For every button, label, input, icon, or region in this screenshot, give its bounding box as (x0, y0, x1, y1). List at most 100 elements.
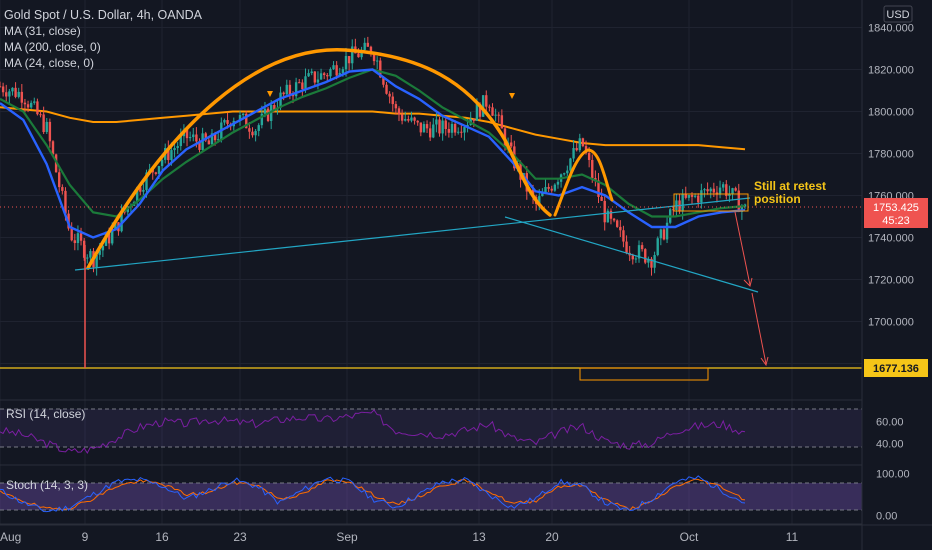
candle-body (139, 187, 142, 192)
candle-body (366, 42, 370, 47)
time-axis-ticks[interactable]: Aug 9 16 23 Sep 13 20 Oct 11 (0, 530, 799, 544)
candle-body (538, 196, 541, 204)
candle-body (73, 240, 77, 244)
candle-body (142, 189, 145, 192)
candle-body (637, 245, 641, 259)
marker-triangle-icon (267, 91, 273, 97)
candle-body (101, 245, 105, 251)
candle-body (39, 114, 42, 116)
candle-body (703, 189, 706, 191)
small-arc (553, 148, 614, 217)
candle-body (369, 46, 373, 54)
candle-body (606, 210, 610, 223)
candle-body (154, 172, 158, 174)
candle-body (5, 92, 8, 97)
indicator-ma24[interactable]: MA (24, close, 0) (4, 56, 94, 70)
candle-body (51, 141, 55, 155)
candle-body (332, 65, 335, 70)
rsi-axis-ticks: 60.00 40.00 (876, 417, 904, 451)
candle-body (173, 148, 176, 151)
stoch-d-line (0, 478, 746, 512)
candle-body (291, 94, 295, 97)
indicator-ma31[interactable]: MA (31, close) (4, 24, 81, 38)
candle-body (23, 102, 27, 105)
candle-body (382, 77, 385, 85)
candle-body (341, 69, 345, 74)
rsi-tick-label: 40.00 (876, 438, 904, 450)
candle-body (391, 96, 394, 105)
candle-body (45, 121, 48, 133)
candle-body (410, 117, 413, 121)
candle-body (82, 240, 86, 258)
candle-body (665, 222, 669, 240)
candle-body (322, 73, 326, 76)
price-tick-label: 1780.000 (868, 149, 914, 161)
retest-box (673, 193, 749, 212)
candle-body (217, 139, 220, 141)
candle-body (257, 125, 260, 131)
candle-body (379, 60, 382, 78)
candle-body (615, 220, 619, 227)
candle-body (238, 115, 242, 122)
candle-body (79, 233, 83, 241)
currency-badge-label: USD (886, 9, 909, 21)
candle-body (612, 218, 616, 221)
candle-body (425, 124, 429, 129)
candle-body (329, 69, 332, 77)
stoch-band (0, 483, 862, 510)
candle-body (167, 148, 170, 161)
candle-body (422, 124, 426, 133)
candle-body (587, 153, 591, 160)
candle-body (11, 87, 14, 92)
candle-body (26, 104, 30, 108)
candle-body (681, 194, 684, 212)
candle-body (351, 46, 354, 64)
candle-body (447, 128, 451, 133)
candle-body (248, 128, 251, 132)
candle-body (550, 188, 553, 191)
candle-body (1, 86, 5, 93)
indicator-ma200[interactable]: MA (200, close, 0) (4, 40, 101, 54)
candle-body (662, 229, 666, 240)
current-price-value: 1753.425 (873, 202, 919, 214)
candle-body (42, 114, 45, 133)
candle-body (400, 114, 404, 121)
candle-body (463, 127, 466, 133)
price-axis-ticks: 1840.0001820.0001800.0001780.0001760.000… (868, 23, 914, 371)
price-axis[interactable] (862, 0, 932, 550)
candle-body (566, 170, 569, 174)
symbol-title[interactable]: Gold Spot / U.S. Dollar, 4h, OANDA (4, 8, 203, 22)
arrowhead-2-icon (760, 356, 769, 367)
candle-body (135, 187, 139, 203)
candle-body (375, 60, 379, 62)
trendline-lower (504, 216, 759, 293)
candle-body (397, 108, 401, 115)
candle-body (631, 255, 634, 260)
currency-badge[interactable] (883, 5, 913, 23)
price-tick-label: 1820.000 (868, 65, 914, 77)
candle-body (14, 87, 17, 97)
candle-body (145, 172, 148, 190)
candle-body (266, 108, 270, 121)
time-tick-label: 13 (472, 530, 486, 544)
candle-body (743, 204, 747, 207)
candle-body (547, 186, 550, 189)
stoch-tick-label: 0.00 (876, 511, 897, 523)
candle-body (718, 187, 722, 195)
projection-arrow-1 (734, 211, 751, 286)
candle-body (29, 102, 33, 108)
candle-body (634, 258, 638, 260)
candle-body (709, 188, 712, 192)
candle-body (591, 159, 594, 179)
candle-body (394, 104, 398, 109)
candle-body (98, 250, 101, 255)
candle-body (497, 114, 500, 116)
candle-body (485, 95, 488, 107)
candle-body (416, 120, 419, 123)
time-tick-label: 16 (155, 530, 169, 544)
candle-body (36, 101, 39, 115)
candle-body (388, 93, 391, 97)
candle-body (251, 131, 254, 136)
